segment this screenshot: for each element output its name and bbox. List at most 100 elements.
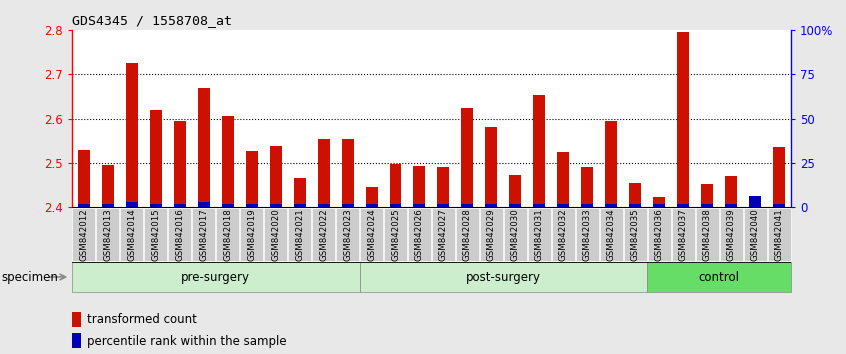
Text: GSM842032: GSM842032 bbox=[559, 209, 568, 262]
Text: GSM842016: GSM842016 bbox=[175, 209, 184, 262]
FancyBboxPatch shape bbox=[432, 208, 455, 261]
FancyBboxPatch shape bbox=[384, 208, 407, 261]
Bar bbox=[629, 204, 641, 207]
Text: GSM842029: GSM842029 bbox=[487, 209, 496, 261]
Bar bbox=[605, 121, 618, 207]
Bar bbox=[222, 116, 233, 207]
Text: GSM842039: GSM842039 bbox=[727, 209, 735, 261]
FancyBboxPatch shape bbox=[695, 208, 718, 261]
FancyBboxPatch shape bbox=[552, 208, 574, 261]
Bar bbox=[701, 204, 713, 207]
FancyBboxPatch shape bbox=[360, 262, 647, 292]
FancyBboxPatch shape bbox=[120, 208, 143, 261]
Text: GSM842026: GSM842026 bbox=[415, 209, 424, 262]
Text: GSM842040: GSM842040 bbox=[750, 209, 760, 262]
Bar bbox=[509, 175, 521, 207]
Bar bbox=[102, 165, 114, 207]
Text: transformed count: transformed count bbox=[87, 313, 197, 326]
FancyBboxPatch shape bbox=[576, 208, 599, 261]
FancyBboxPatch shape bbox=[456, 208, 479, 261]
Bar bbox=[317, 204, 330, 207]
Bar bbox=[749, 196, 761, 207]
Text: GSM842034: GSM842034 bbox=[607, 209, 616, 262]
Bar bbox=[437, 204, 449, 207]
Bar bbox=[150, 110, 162, 207]
Bar bbox=[558, 204, 569, 207]
Text: GSM842037: GSM842037 bbox=[678, 209, 688, 262]
Bar bbox=[365, 204, 377, 207]
Bar bbox=[342, 138, 354, 207]
FancyBboxPatch shape bbox=[312, 208, 335, 261]
FancyBboxPatch shape bbox=[600, 208, 623, 261]
FancyBboxPatch shape bbox=[360, 208, 383, 261]
Bar bbox=[509, 204, 521, 207]
Text: GSM842031: GSM842031 bbox=[535, 209, 544, 262]
Bar bbox=[102, 204, 114, 207]
Bar bbox=[653, 204, 665, 207]
FancyBboxPatch shape bbox=[744, 208, 766, 261]
FancyBboxPatch shape bbox=[672, 208, 695, 261]
Text: GSM842025: GSM842025 bbox=[391, 209, 400, 262]
Bar bbox=[294, 178, 305, 207]
Text: GSM842021: GSM842021 bbox=[295, 209, 304, 262]
Bar bbox=[150, 204, 162, 207]
Bar bbox=[414, 204, 426, 207]
FancyBboxPatch shape bbox=[648, 208, 671, 261]
Bar bbox=[653, 197, 665, 207]
FancyBboxPatch shape bbox=[647, 262, 791, 292]
Bar bbox=[486, 204, 497, 207]
Text: GSM842015: GSM842015 bbox=[151, 209, 160, 262]
Bar bbox=[725, 176, 737, 207]
Bar bbox=[677, 204, 689, 207]
Bar bbox=[581, 204, 593, 207]
Bar bbox=[389, 164, 402, 207]
Text: GDS4345 / 1558708_at: GDS4345 / 1558708_at bbox=[72, 13, 232, 27]
Bar bbox=[222, 204, 233, 207]
Bar bbox=[725, 204, 737, 207]
Text: GSM842027: GSM842027 bbox=[439, 209, 448, 262]
Text: GSM842030: GSM842030 bbox=[511, 209, 519, 262]
Text: GSM842041: GSM842041 bbox=[775, 209, 783, 262]
Bar bbox=[461, 204, 474, 207]
Bar bbox=[78, 149, 90, 207]
FancyBboxPatch shape bbox=[264, 208, 287, 261]
Text: GSM842020: GSM842020 bbox=[272, 209, 280, 262]
FancyBboxPatch shape bbox=[73, 208, 96, 261]
Bar bbox=[78, 204, 90, 207]
Text: percentile rank within the sample: percentile rank within the sample bbox=[87, 335, 287, 348]
Bar bbox=[389, 204, 402, 207]
FancyBboxPatch shape bbox=[288, 208, 311, 261]
Bar bbox=[533, 204, 546, 207]
Bar bbox=[773, 147, 785, 207]
Bar bbox=[773, 204, 785, 207]
FancyBboxPatch shape bbox=[72, 262, 360, 292]
Text: post-surgery: post-surgery bbox=[466, 270, 541, 284]
FancyBboxPatch shape bbox=[145, 208, 168, 261]
Text: specimen: specimen bbox=[2, 270, 58, 284]
Text: GSM842024: GSM842024 bbox=[367, 209, 376, 262]
FancyBboxPatch shape bbox=[528, 208, 551, 261]
FancyBboxPatch shape bbox=[240, 208, 263, 261]
FancyBboxPatch shape bbox=[767, 208, 790, 261]
FancyBboxPatch shape bbox=[217, 208, 239, 261]
Bar bbox=[173, 121, 186, 207]
Bar bbox=[558, 152, 569, 207]
Bar bbox=[605, 204, 618, 207]
Bar bbox=[581, 167, 593, 207]
Bar bbox=[414, 166, 426, 207]
FancyBboxPatch shape bbox=[336, 208, 359, 261]
FancyBboxPatch shape bbox=[504, 208, 527, 261]
FancyBboxPatch shape bbox=[96, 208, 119, 261]
Bar bbox=[245, 151, 258, 207]
FancyBboxPatch shape bbox=[624, 208, 646, 261]
Bar bbox=[677, 32, 689, 207]
Bar bbox=[701, 184, 713, 207]
Bar bbox=[198, 87, 210, 207]
Text: GSM842022: GSM842022 bbox=[319, 209, 328, 262]
Bar bbox=[486, 126, 497, 207]
Text: GSM842028: GSM842028 bbox=[463, 209, 472, 262]
FancyBboxPatch shape bbox=[168, 208, 191, 261]
Bar bbox=[126, 63, 138, 207]
Bar bbox=[270, 204, 282, 207]
Text: pre-surgery: pre-surgery bbox=[181, 270, 250, 284]
